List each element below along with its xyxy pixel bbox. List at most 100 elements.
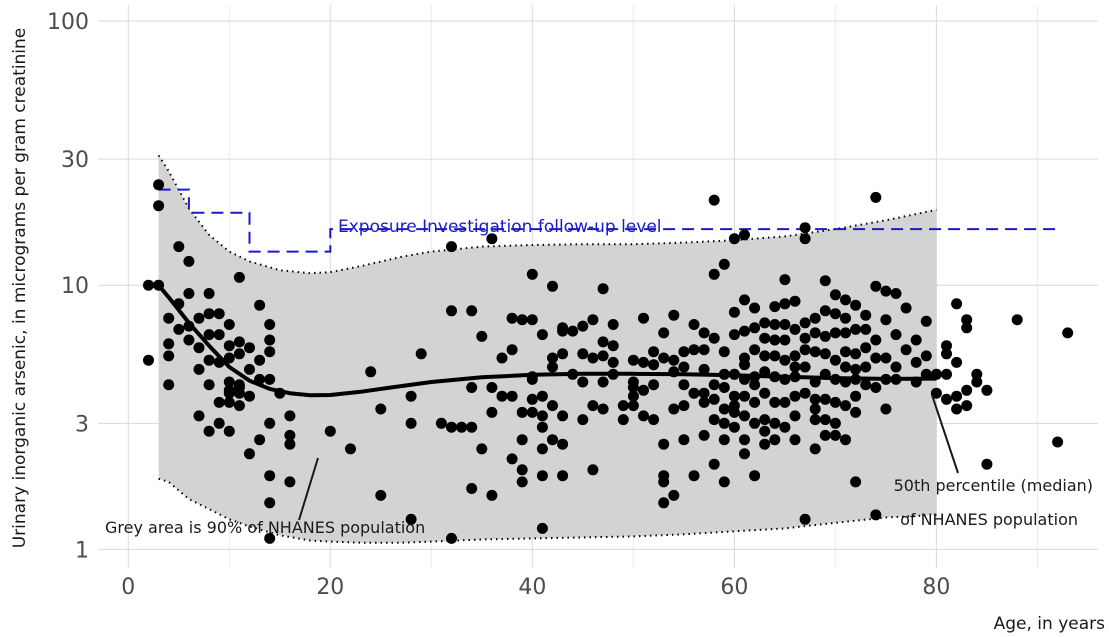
data-point — [789, 323, 801, 335]
data-point — [779, 354, 791, 366]
data-point — [698, 396, 710, 408]
data-point — [587, 352, 599, 364]
median-pointer — [931, 394, 959, 474]
data-point — [829, 289, 841, 301]
data-point — [840, 434, 851, 446]
data-point — [819, 393, 831, 405]
data-point — [375, 403, 387, 415]
data-point — [840, 361, 851, 373]
data-point — [961, 400, 973, 412]
data-point — [143, 354, 154, 366]
data-point — [870, 280, 882, 292]
data-point — [183, 334, 195, 346]
data-point — [506, 453, 518, 465]
tick-labels: 0 20 40 60 80 1 3 10 30 100 — [47, 10, 950, 600]
data-point — [264, 373, 276, 385]
data-point — [526, 268, 538, 280]
data-point — [617, 414, 629, 426]
data-point — [506, 344, 518, 356]
data-point — [708, 458, 720, 470]
data-point — [749, 302, 761, 314]
data-point — [718, 346, 730, 358]
data-point — [264, 532, 276, 544]
data-point — [284, 429, 296, 441]
data-point — [840, 400, 851, 412]
data-point — [870, 191, 882, 203]
data-point — [860, 323, 872, 335]
data-point — [920, 315, 932, 327]
data-point — [264, 319, 276, 330]
data-point — [183, 288, 195, 299]
data-point — [658, 497, 670, 509]
data-point — [739, 229, 750, 241]
data-point — [739, 410, 750, 422]
data-point — [698, 387, 710, 399]
data-point — [749, 379, 761, 391]
data-point — [365, 366, 377, 378]
data-point — [728, 390, 740, 402]
data-point — [749, 322, 761, 334]
data-point — [536, 421, 548, 433]
data-point — [466, 305, 478, 317]
data-point — [476, 443, 488, 455]
median-annotation-line1: 50th percentile (median) — [894, 476, 1093, 495]
data-point — [779, 274, 791, 286]
data-point — [446, 305, 457, 317]
data-point — [526, 406, 538, 418]
data-point — [658, 476, 670, 488]
data-point — [547, 434, 558, 446]
data-point — [557, 322, 569, 334]
data-point — [173, 241, 185, 253]
data-point — [233, 348, 245, 360]
data-point — [739, 390, 750, 402]
data-point — [213, 329, 225, 341]
x-tick-label: 80 — [922, 575, 950, 600]
data-point — [244, 363, 255, 375]
data-point — [536, 443, 548, 455]
data-point — [688, 387, 700, 399]
data-point — [809, 327, 821, 339]
data-point — [617, 400, 629, 412]
data-point — [516, 464, 528, 476]
data-point — [718, 403, 730, 415]
data-point — [961, 384, 973, 396]
data-point — [223, 340, 235, 352]
data-point — [466, 483, 478, 494]
data-point — [233, 271, 245, 283]
data-point — [769, 301, 781, 313]
data-point — [547, 352, 558, 364]
data-point — [769, 396, 781, 408]
data-point — [516, 434, 528, 446]
data-point — [718, 434, 730, 446]
data-point — [718, 258, 730, 270]
data-point — [971, 376, 983, 388]
data-point — [870, 509, 882, 521]
data-point — [941, 348, 952, 360]
y-tick-label: 100 — [47, 10, 89, 35]
data-point — [708, 393, 720, 405]
y-tick-label: 1 — [75, 538, 89, 563]
median-annotation-line2: of NHANES population — [900, 510, 1078, 529]
data-point — [961, 322, 973, 334]
data-point — [900, 302, 912, 314]
data-point — [951, 390, 963, 402]
data-point — [597, 336, 609, 348]
data-point — [557, 410, 569, 422]
data-point — [799, 332, 811, 344]
data-point — [809, 312, 821, 324]
x-tick-label: 40 — [518, 575, 546, 600]
data-point — [809, 443, 821, 455]
data-point — [718, 476, 730, 488]
data-point — [728, 233, 740, 245]
data-point — [728, 421, 740, 433]
data-point — [688, 319, 700, 330]
data-point — [577, 348, 589, 360]
grey-area-annotation: Grey area is 90% of NHANES population — [105, 518, 425, 537]
data-point — [1062, 327, 1074, 339]
data-point — [739, 434, 750, 446]
data-point — [799, 317, 811, 329]
data-point — [516, 406, 528, 418]
data-point — [981, 384, 993, 396]
data-point — [819, 414, 831, 426]
